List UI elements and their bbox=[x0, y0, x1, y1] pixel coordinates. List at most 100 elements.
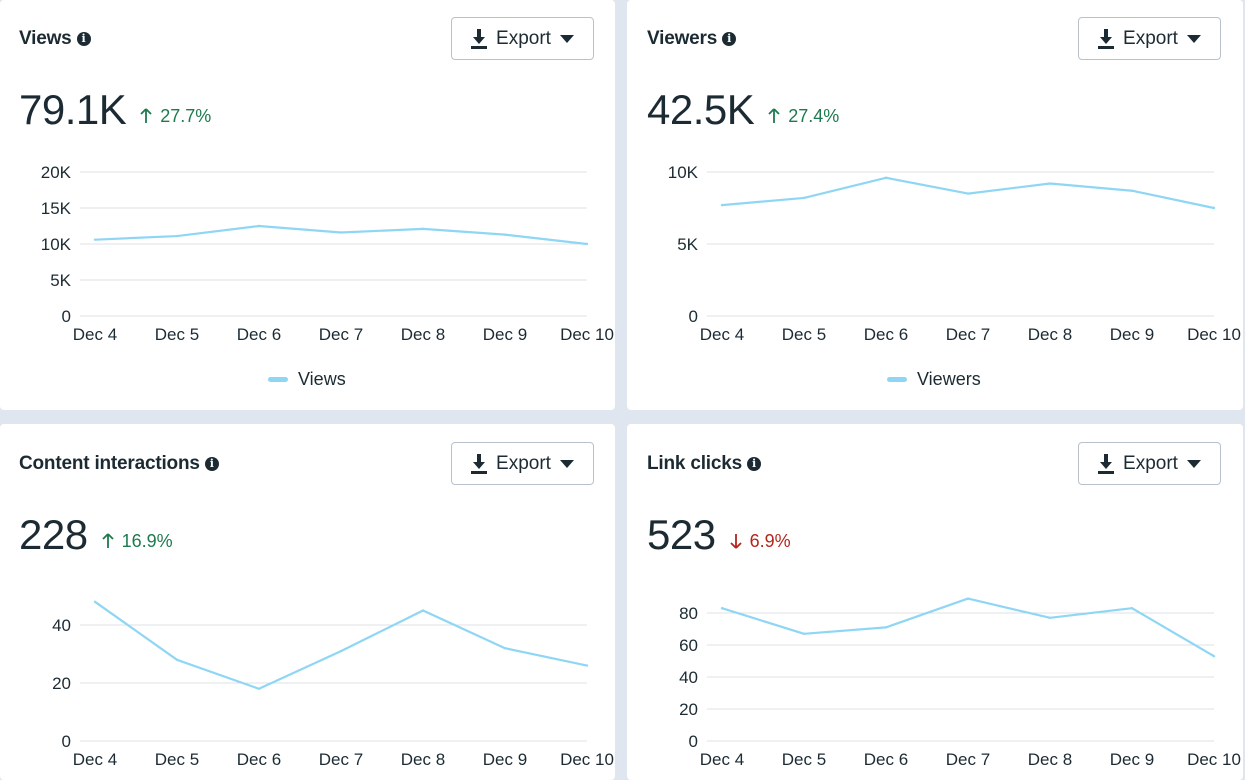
x-tick-label: Dec 6 bbox=[237, 325, 281, 344]
export-button[interactable]: Export bbox=[1078, 442, 1221, 485]
data-point bbox=[1212, 206, 1216, 210]
views-card: Views i Export 79.1K 27.7% 0 5K 10K 15K 20K D… bbox=[0, 0, 615, 410]
x-tick-label: Dec 10 bbox=[560, 750, 614, 769]
data-point bbox=[339, 649, 343, 653]
data-point bbox=[1130, 189, 1134, 192]
y-tick-label: 60 bbox=[679, 636, 698, 655]
download-icon bbox=[471, 453, 488, 474]
legend-swatch bbox=[268, 377, 288, 382]
metric: 42.5K 27.4% bbox=[647, 86, 839, 134]
card-title: Content interactions i bbox=[19, 453, 219, 475]
card-title-text: Link clicks bbox=[647, 453, 742, 474]
metric-change-text: 27.7% bbox=[160, 105, 212, 126]
info-icon[interactable]: i bbox=[746, 457, 761, 471]
metric-change: 16.9% bbox=[101, 531, 173, 552]
metric-change-text: 6.9% bbox=[749, 530, 791, 551]
data-point bbox=[966, 597, 970, 600]
metric: 228 16.9% bbox=[19, 511, 173, 559]
content-interactions-card: Content interactions i Export 228 16.9% … bbox=[0, 424, 615, 780]
data-point bbox=[585, 664, 589, 667]
y-tick-label: 10K bbox=[41, 235, 72, 254]
info-icon[interactable]: i bbox=[722, 32, 737, 46]
card-title: Views i bbox=[19, 28, 91, 50]
card-title-text: Views bbox=[19, 28, 72, 49]
x-tick-label: Dec 10 bbox=[1187, 750, 1241, 769]
metric-value: 79.1K bbox=[19, 86, 127, 133]
x-tick-label: Dec 4 bbox=[73, 325, 117, 344]
export-button[interactable]: Export bbox=[1078, 17, 1221, 60]
x-tick-label: Dec 5 bbox=[155, 750, 199, 769]
x-tick-label: Dec 5 bbox=[782, 750, 826, 769]
arrow-up-icon bbox=[140, 108, 152, 123]
series-line bbox=[94, 224, 588, 246]
info-icon[interactable]: i bbox=[204, 457, 219, 471]
caret-down-icon bbox=[559, 459, 574, 468]
y-tick-label: 20K bbox=[41, 163, 72, 182]
y-tick-label: 20 bbox=[679, 700, 698, 719]
export-label: Export bbox=[496, 452, 551, 474]
x-tick-label: Dec 9 bbox=[1110, 750, 1154, 769]
metric-change: 27.4% bbox=[768, 106, 839, 127]
x-tick-label: Dec 9 bbox=[483, 325, 527, 344]
y-tick-label: 0 bbox=[62, 307, 71, 326]
metric-change-text: 27.4% bbox=[788, 105, 840, 126]
link-clicks-card: Link clicks i Export 523 6.9% 0 20 40 60 80 D… bbox=[627, 424, 1243, 780]
metric-value: 523 bbox=[647, 511, 716, 558]
caret-down-icon bbox=[1186, 459, 1201, 468]
metric-change: 6.9% bbox=[729, 530, 791, 552]
card-title: Link clicks i bbox=[647, 453, 761, 475]
x-tick-label: Dec 9 bbox=[1110, 325, 1154, 344]
y-tick-label: 5K bbox=[677, 235, 698, 254]
viewers-card: Viewers i Export 42.5K 27.4% 0 5K 10K Dec 4… bbox=[627, 0, 1243, 410]
download-icon bbox=[471, 28, 488, 49]
data-point bbox=[884, 626, 888, 629]
data-point bbox=[720, 607, 724, 610]
data-point bbox=[257, 687, 261, 690]
x-tick-label: Dec 4 bbox=[700, 325, 744, 344]
x-tick-label: Dec 7 bbox=[946, 325, 990, 344]
x-tick-label: Dec 7 bbox=[319, 750, 363, 769]
x-tick-label: Dec 5 bbox=[155, 325, 199, 344]
metric-value: 228 bbox=[19, 511, 88, 558]
data-point bbox=[802, 196, 806, 200]
caret-down-icon bbox=[1186, 34, 1201, 43]
series-line bbox=[94, 600, 588, 690]
y-tick-label: 5K bbox=[50, 271, 71, 290]
x-tick-label: Dec 8 bbox=[401, 750, 445, 769]
data-point bbox=[421, 609, 425, 612]
x-tick-label: Dec 4 bbox=[700, 750, 744, 769]
data-point bbox=[257, 224, 261, 228]
series-line bbox=[721, 597, 1215, 658]
export-button[interactable]: Export bbox=[451, 17, 594, 60]
arrow-down-icon bbox=[729, 534, 742, 549]
metric-value: 42.5K bbox=[647, 86, 755, 133]
download-icon bbox=[1098, 28, 1115, 49]
metric: 523 6.9% bbox=[647, 511, 791, 559]
legend-swatch bbox=[887, 377, 907, 382]
metric: 79.1K 27.7% bbox=[19, 86, 211, 134]
x-tick-label: Dec 10 bbox=[1187, 325, 1241, 344]
x-tick-label: Dec 6 bbox=[864, 325, 908, 344]
y-tick-label: 40 bbox=[679, 668, 698, 687]
info-icon[interactable]: i bbox=[76, 32, 91, 46]
data-point bbox=[1048, 182, 1052, 185]
data-point bbox=[720, 203, 724, 207]
metric-change: 27.7% bbox=[140, 106, 211, 127]
export-label: Export bbox=[1123, 27, 1178, 49]
card-title: Viewers i bbox=[647, 28, 737, 50]
chart-legend: Viewers bbox=[887, 369, 981, 390]
data-point bbox=[93, 600, 97, 603]
data-point bbox=[175, 234, 179, 238]
y-tick-label: 15K bbox=[41, 199, 72, 218]
arrow-up-icon bbox=[768, 108, 780, 123]
data-point bbox=[966, 192, 970, 195]
data-point bbox=[93, 238, 97, 241]
export-button[interactable]: Export bbox=[451, 442, 594, 485]
y-tick-label: 80 bbox=[679, 604, 698, 623]
data-point bbox=[1212, 655, 1216, 658]
data-point bbox=[1048, 616, 1052, 619]
views-chart: 0 5K 10K 15K 20K Dec 4 Dec 5 Dec 6 Dec 7 Dec 8 Dec… bbox=[41, 163, 614, 344]
legend-label: Views bbox=[298, 369, 346, 389]
content-interactions-chart: 0 20 40 Dec 4 Dec 5 Dec 6 Dec 7 Dec 8 Dec 9 Dec 1… bbox=[52, 600, 614, 769]
export-label: Export bbox=[1123, 452, 1178, 474]
